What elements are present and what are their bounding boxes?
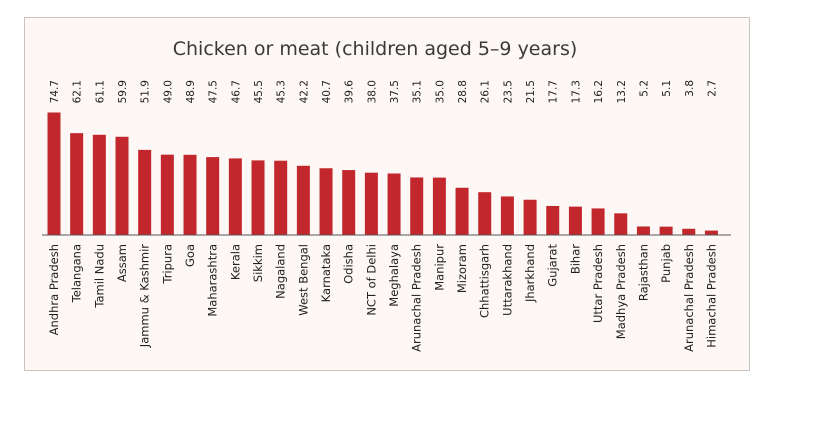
bar: [478, 192, 492, 235]
bar: [251, 160, 265, 235]
value-label: 49.0: [162, 80, 174, 103]
category-label: Tamil Nadu: [92, 244, 106, 309]
category-label: Karnataka: [319, 244, 333, 302]
value-label: 13.2: [616, 80, 628, 103]
value-label: 21.5: [525, 80, 537, 103]
value-label: 39.6: [344, 80, 356, 104]
bar: [206, 157, 220, 235]
value-label: 16.2: [593, 80, 605, 103]
category-label: Uttar Pradesh: [591, 244, 605, 323]
category-label: Nagaland: [274, 244, 288, 299]
bar: [274, 160, 288, 235]
category-label: Maharashtra: [206, 244, 220, 317]
bar: [296, 165, 310, 235]
category-labels-group: Andhra Pradesh Telangana Tamil Nadu Assam Ja…: [47, 244, 718, 352]
category-label: Assam: [115, 244, 129, 282]
bar: [410, 177, 424, 235]
category-label: West Bengal: [296, 244, 310, 316]
value-label: 5.2: [638, 80, 650, 97]
bar: [342, 170, 356, 235]
category-label: Gujarat: [546, 244, 560, 287]
bar: [546, 205, 560, 235]
value-label: 37.5: [389, 80, 401, 103]
value-label: 5.1: [661, 80, 673, 97]
category-label: Chhattisgarh: [478, 244, 492, 318]
value-label: 40.7: [321, 80, 333, 103]
bar: [183, 154, 197, 235]
value-label: 45.3: [276, 80, 288, 103]
category-label: Odisha: [342, 244, 356, 284]
value-label: 46.7: [230, 80, 242, 103]
bar: [319, 168, 333, 235]
value-label: 35.1: [412, 80, 424, 103]
value-label: 26.1: [480, 80, 492, 103]
bar: [160, 154, 174, 235]
bar: [70, 133, 84, 235]
value-label: 61.1: [94, 80, 106, 103]
bar: [47, 112, 61, 235]
value-label: 51.9: [140, 80, 152, 103]
bar: [500, 196, 514, 235]
category-label: Madhya Pradesh: [614, 244, 628, 339]
value-label: 74.7: [49, 80, 61, 103]
bar: [614, 213, 628, 235]
chart-panel: Chicken or meat (children aged 5–9 years…: [24, 17, 750, 371]
bar-chart: Chicken or meat (children aged 5–9 years…: [42, 38, 731, 352]
bar: [228, 158, 242, 235]
bar: [387, 173, 401, 235]
category-label: NCT of Delhi: [364, 244, 378, 316]
value-labels-group: 74.7 62.1 61.1 59.9 51.9 49.0 48.9 47.5 46.7 45.5…: [49, 80, 718, 104]
category-label: Himachal Pradesh: [704, 244, 718, 348]
bar: [568, 206, 582, 235]
category-label: Arunachal Pradesh: [410, 244, 424, 352]
bar: [138, 149, 152, 235]
value-label: 62.1: [72, 80, 84, 103]
category-label: Jammu & Kashmir: [138, 244, 152, 348]
bar: [432, 177, 446, 235]
value-label: 42.2: [298, 80, 310, 103]
category-label: Tripura: [160, 244, 174, 285]
category-label: Rajasthan: [636, 244, 650, 301]
category-label: Goa: [183, 244, 197, 267]
value-label: 45.5: [253, 80, 265, 103]
value-label: 38.0: [366, 80, 378, 103]
value-label: 48.9: [185, 80, 197, 103]
category-label: Arunachal Pradesh: [682, 244, 696, 352]
category-label: Andhra Pradesh: [47, 244, 61, 335]
bar: [115, 136, 129, 235]
chart-title: Chicken or meat (children aged 5–9 years…: [173, 38, 578, 60]
bar: [636, 226, 650, 235]
category-label: Telangana: [70, 244, 84, 303]
value-label: 3.8: [684, 80, 696, 97]
bar: [682, 228, 696, 235]
category-label: Jharkhand: [523, 244, 537, 303]
value-label: 17.7: [548, 80, 560, 103]
bar: [704, 230, 718, 235]
bar: [591, 208, 605, 235]
value-label: 2.7: [706, 80, 718, 97]
bar: [364, 172, 378, 235]
value-label: 28.8: [457, 80, 469, 103]
category-label: Uttarakhand: [500, 244, 514, 316]
value-label: 23.5: [502, 80, 514, 103]
value-label: 35.0: [434, 80, 446, 103]
bar: [523, 199, 537, 235]
value-label: 47.5: [208, 80, 220, 103]
category-label: Punjab: [659, 244, 673, 283]
category-label: Manipur: [432, 244, 446, 291]
category-label: Mizoram: [455, 244, 469, 293]
category-label: Bihar: [568, 244, 582, 274]
value-label: 59.9: [117, 80, 129, 103]
bar: [455, 187, 469, 235]
bars-group: [47, 112, 718, 235]
category-label: Kerala: [228, 244, 242, 280]
value-label: 17.3: [570, 80, 582, 103]
bar: [92, 134, 106, 235]
category-label: Meghalaya: [387, 244, 401, 307]
bar: [659, 226, 673, 235]
category-label: Sikkim: [251, 244, 265, 282]
